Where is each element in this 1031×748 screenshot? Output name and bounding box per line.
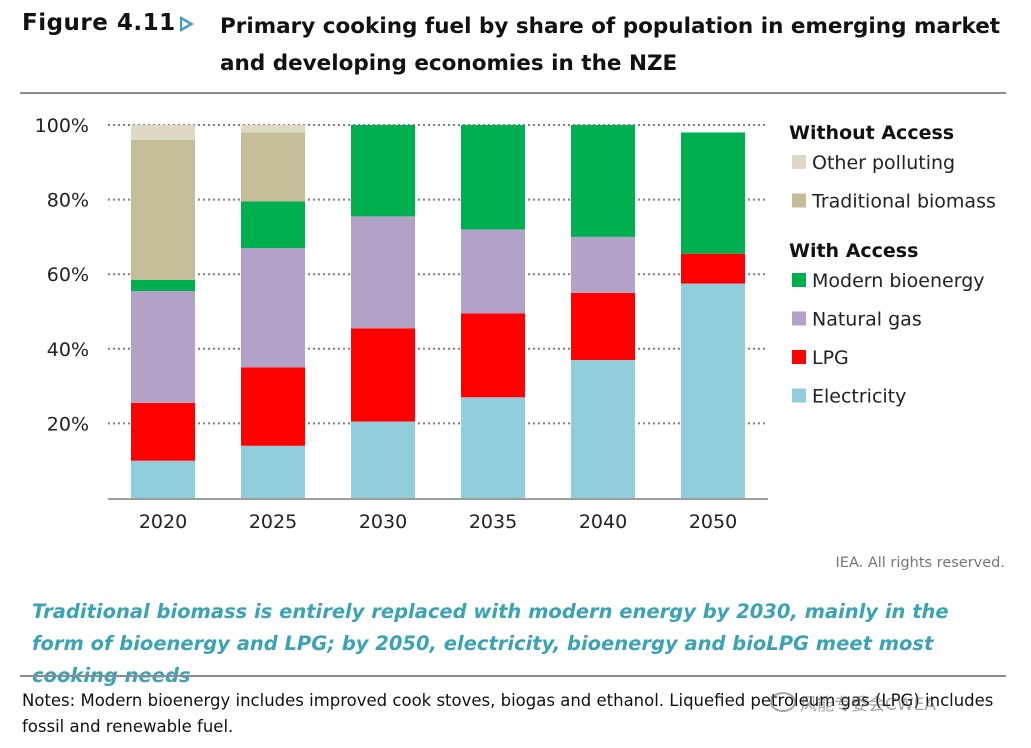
legend-swatch-lpg <box>792 350 806 364</box>
legend-label-electricity: Electricity <box>812 386 906 408</box>
y-tick-label: 60% <box>47 264 89 286</box>
bar-segment-modern-bioenergy-2025 <box>241 201 305 249</box>
legend-swatch-modern-bioenergy <box>792 273 806 287</box>
y-tick-label: 20% <box>47 413 89 435</box>
bar-stack-2040 <box>571 125 635 498</box>
figure-title: Primary cooking fuel by share of populat… <box>220 14 1001 76</box>
bar-segment-traditional-biomass-2025 <box>241 132 305 202</box>
copyright-notice: IEA. All rights reserved. <box>835 555 1005 571</box>
bar-segment-lpg-2020 <box>131 402 195 461</box>
bar-segment-modern-bioenergy-2030 <box>351 125 415 217</box>
bar-stack-2035 <box>461 125 525 498</box>
watermark-text: 风能专委会CWEA <box>800 695 937 715</box>
legend-swatch-traditional-biomass <box>792 193 806 208</box>
x-tick-label: 2025 <box>249 511 297 533</box>
legend-swatch-other-polluting <box>792 155 806 169</box>
y-tick-label: 80% <box>47 190 89 212</box>
wechat-icon <box>770 692 796 712</box>
bar-segment-natural-gas-2030 <box>351 216 415 329</box>
legend-label-modern-bioenergy: Modern bioenergy <box>812 270 985 292</box>
bar-segment-electricity-2040 <box>571 359 635 498</box>
bar-stack-2050 <box>681 132 745 498</box>
bar-stack-2025 <box>241 125 305 498</box>
legend-label-other-polluting: Other polluting <box>812 152 955 174</box>
watermark: 风能专委会CWEA <box>770 690 936 715</box>
figure-caption: Traditional biomass is entirely replaced… <box>32 600 949 687</box>
stacked-bar-chart: 20% 40% 60% 80% 100% 2020 2025 2030 2035 2040 2050… <box>35 115 996 533</box>
y-tick-label: 100% <box>35 115 89 137</box>
bar-segment-traditional-biomass-2020 <box>131 139 195 280</box>
x-tick-label: 2035 <box>469 511 517 533</box>
axes: 20% 40% 60% 80% 100% 2020 2025 2030 2035 2040 2050 <box>35 115 768 533</box>
bar-segment-electricity-2035 <box>461 397 525 498</box>
x-tick-label: 2050 <box>689 511 737 533</box>
triangle-arrow-icon <box>180 16 194 32</box>
bar-segment-other-polluting-2025 <box>241 125 305 133</box>
bar-segment-lpg-2025 <box>241 367 305 446</box>
bar-segment-electricity-2020 <box>131 460 195 498</box>
bar-segment-lpg-2035 <box>461 313 525 398</box>
legend-label-lpg: LPG <box>812 347 849 369</box>
bar-segment-natural-gas-2035 <box>461 229 525 314</box>
bar-segment-modern-bioenergy-2035 <box>461 125 525 230</box>
bar-segment-natural-gas-2040 <box>571 236 635 293</box>
figure-label: Figure 4.11 <box>22 10 176 36</box>
bar-segment-lpg-2030 <box>351 328 415 422</box>
legend-swatch-electricity <box>792 388 806 403</box>
bar-segment-modern-bioenergy-2050 <box>681 132 745 254</box>
legend-header-with-access: With Access <box>789 240 918 262</box>
legend-swatch-natural-gas <box>792 311 806 326</box>
bottom-divider <box>20 675 1006 677</box>
figure-header: Figure 4.11 Primary cooking fuel by shar… <box>22 8 1012 90</box>
legend-header-without-access: Without Access <box>789 122 954 144</box>
bar-stack-2030 <box>351 125 415 498</box>
bar-segment-natural-gas-2020 <box>131 290 195 403</box>
bar-stack-2020 <box>131 125 195 498</box>
top-divider <box>20 92 1006 94</box>
y-tick-label: 40% <box>47 339 89 361</box>
bar-segment-lpg-2050 <box>681 253 745 284</box>
x-tick-label: 2040 <box>579 511 627 533</box>
grid-lines <box>108 124 768 425</box>
bar-segment-electricity-2030 <box>351 421 415 498</box>
x-tick-label: 2030 <box>359 511 407 533</box>
bar-segment-modern-bioenergy-2040 <box>571 125 635 237</box>
legend: Without Access Other polluting Traditional… <box>789 122 996 408</box>
legend-label-natural-gas: Natural gas <box>812 309 922 331</box>
bar-segment-electricity-2050 <box>681 283 745 498</box>
bar-segment-modern-bioenergy-2020 <box>131 279 195 291</box>
bar-segment-lpg-2040 <box>571 292 635 360</box>
figure-notes: Notes: Modern bioenergy includes improve… <box>22 691 994 736</box>
x-tick-label: 2020 <box>139 511 187 533</box>
bar-segment-electricity-2025 <box>241 445 305 498</box>
legend-label-traditional-biomass: Traditional biomass <box>811 191 996 213</box>
bar-stacks <box>131 125 745 498</box>
bar-segment-natural-gas-2025 <box>241 248 305 368</box>
bar-segment-other-polluting-2020 <box>131 125 195 140</box>
